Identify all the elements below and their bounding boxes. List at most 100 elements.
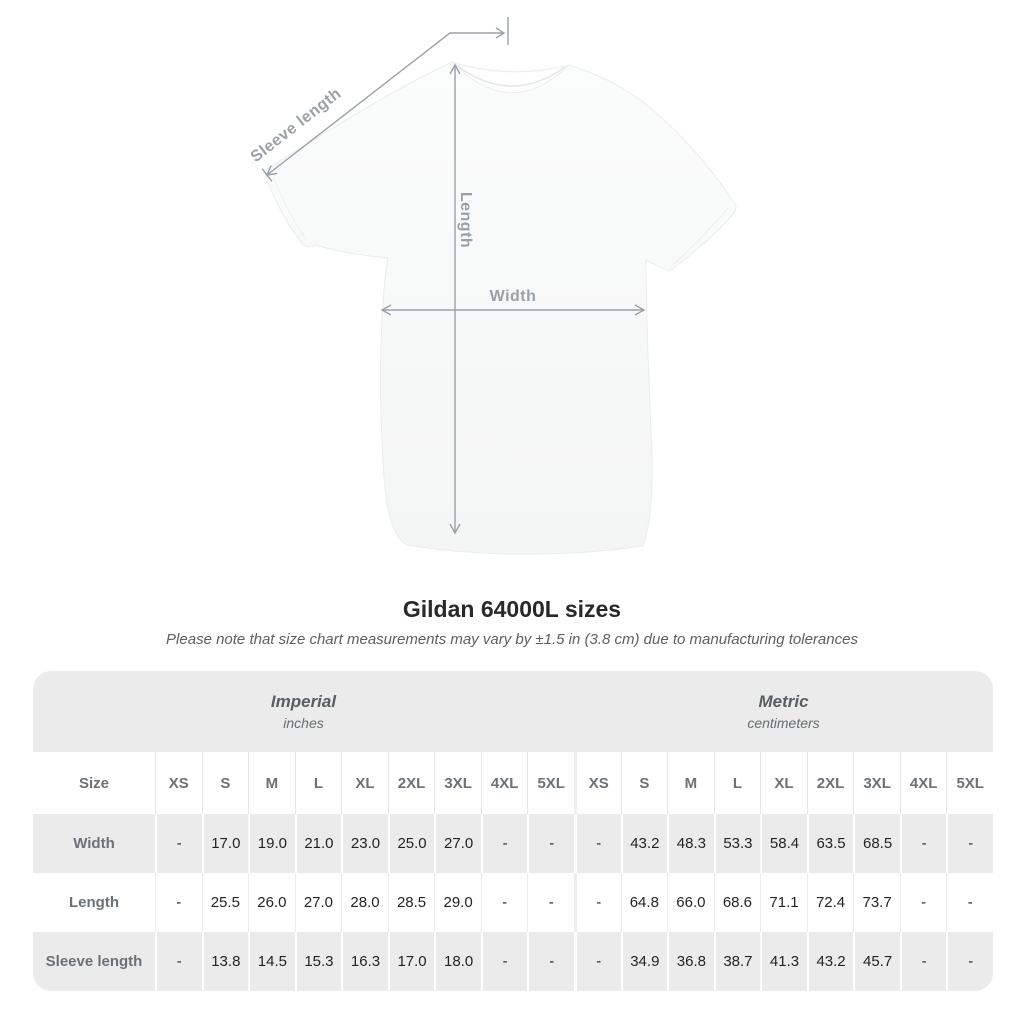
width-arrow-left-icon (380, 304, 392, 316)
measurement-value-cell: 18.0 (434, 932, 481, 991)
collar-detail (455, 64, 566, 87)
measurement-value-cell: 68.6 (713, 873, 761, 932)
measurement-value-cell: - (946, 873, 993, 932)
tshirt-image (264, 61, 737, 555)
measurement-value-cell: - (155, 814, 202, 873)
size-header-cell: L (713, 752, 761, 814)
units-band: Imperial inches Metric centimeters (33, 671, 993, 752)
measurement-value-cell: - (480, 873, 528, 932)
size-grid: Size XS S M L XL 2XL 3XL 4XL 5XL XS S M L XL 2XL 3XL 4XL 5… (33, 752, 993, 991)
measurement-value-cell: 14.5 (248, 932, 295, 991)
size-column-header: Size (78, 774, 109, 792)
measurement-value-cell: 68.5 (853, 814, 900, 873)
measurement-value-cell: 36.8 (667, 932, 714, 991)
imperial-label: Imperial (270, 692, 337, 711)
measurement-value-cell: 34.9 (620, 932, 668, 991)
size-header-cell: 3XL (853, 752, 900, 814)
size-header-cell: L (294, 752, 342, 814)
measurement-label: Width (73, 835, 115, 852)
measurement-value-cell: - (574, 873, 621, 932)
length-arrow-down-icon (449, 523, 461, 535)
measurement-value-cell: - (899, 873, 947, 932)
size-header-cell: S (201, 752, 249, 814)
measurement-value-cell: 19.0 (248, 814, 295, 873)
measurement-value-cell: 73.7 (853, 873, 900, 932)
measurement-value-cell: - (155, 873, 202, 932)
measurement-value-cell: - (527, 873, 574, 932)
sleeve-length-dimension-line (266, 32, 504, 176)
measurement-value-cell: 23.0 (341, 814, 388, 873)
collar-band-detail (451, 61, 570, 73)
measurement-value-cell: 53.3 (713, 814, 761, 873)
metric-label: Metric (758, 692, 809, 711)
length-label: Length (457, 192, 474, 248)
measurement-value-cell: 28.0 (341, 873, 388, 932)
measurement-value-cell: - (155, 932, 202, 991)
measurement-value-cell: 25.0 (387, 814, 435, 873)
right-cuff-seam (672, 207, 729, 266)
measurement-value-cell: - (946, 814, 993, 873)
measurement-value-cell: - (899, 814, 947, 873)
measurement-value-cell: 28.5 (387, 873, 435, 932)
size-header-cell: 2XL (806, 752, 854, 814)
measurement-value-cell: 38.7 (713, 932, 761, 991)
measurement-value-cell: 26.0 (248, 873, 295, 932)
table-row: Length -25.5 26.0 27.0 28.0 28.5 29.0- - -64.8 66… (33, 873, 993, 932)
measurement-value-cell: 58.4 (760, 814, 807, 873)
measurement-value-cell: 29.0 (434, 873, 481, 932)
measurement-value-cell: 43.2 (620, 814, 668, 873)
size-header-cell: 3XL (434, 752, 481, 814)
tolerance-note: Please note that size chart measurements… (166, 630, 858, 648)
measurement-value-cell: 16.3 (341, 932, 388, 991)
measurement-value-cell: 72.4 (806, 873, 854, 932)
size-header-cell: XL (760, 752, 807, 814)
measurement-value-cell: 71.1 (760, 873, 807, 932)
measurement-value-cell: 21.0 (294, 814, 342, 873)
sleeve-arrow-end-icon (261, 165, 278, 182)
length-arrow-up-icon (449, 63, 461, 75)
measurement-value-cell: - (527, 814, 574, 873)
measurement-label: Sleeve length (45, 953, 143, 970)
width-arrow-right-icon (634, 304, 646, 316)
size-header-cell: M (248, 752, 295, 814)
measurement-value-cell: 27.0 (294, 873, 342, 932)
measurement-value-cell: 66.0 (667, 873, 714, 932)
size-header-cell: XS (155, 752, 202, 814)
measurement-value-cell: 64.8 (620, 873, 668, 932)
measurement-value-cell: 25.5 (201, 873, 249, 932)
measurement-value-cell: 45.7 (853, 932, 900, 991)
size-header-cell: S (620, 752, 668, 814)
width-label: Width (490, 288, 537, 305)
title-block: Gildan 64000L sizes Please note that siz… (0, 596, 1024, 648)
table-row: Sleeve length -13.8 14.5 15.3 16.3 17.0 18.0- -… (33, 932, 993, 991)
size-header-cell: 4XL (480, 752, 528, 814)
measurement-value-cell: 43.2 (806, 932, 854, 991)
page-title: Gildan 64000L sizes (402, 596, 622, 622)
measurement-value-cell: - (946, 932, 993, 991)
metric-sublabel: centimeters (747, 715, 820, 731)
measurement-value-cell: 41.3 (760, 932, 807, 991)
measurement-value-cell: 17.0 (201, 814, 249, 873)
measurement-value-cell: 48.3 (667, 814, 714, 873)
measurement-value-cell: 15.3 (294, 932, 342, 991)
measurement-value-cell: - (574, 932, 621, 991)
measurement-label: Length (69, 894, 119, 911)
measurement-value-cell: 13.8 (201, 932, 249, 991)
measurement-value-cell: - (574, 814, 621, 873)
size-header-cell: XS (574, 752, 621, 814)
size-header-cell: 2XL (387, 752, 435, 814)
tshirt-measurement-diagram: Sleeve length Length Width (248, 17, 737, 555)
size-header-cell: XL (341, 752, 388, 814)
measurement-value-cell: 63.5 (806, 814, 854, 873)
left-cuff-seam (272, 176, 307, 240)
metric-unit-header: Metric centimeters (574, 671, 993, 752)
size-header-cell: 4XL (899, 752, 947, 814)
measurement-value-cell: 17.0 (387, 932, 435, 991)
measurement-value-cell: - (480, 814, 528, 873)
measurement-value-cell: - (527, 932, 574, 991)
measurement-value-cell: - (480, 932, 528, 991)
table-row: Width -17.0 19.0 21.0 23.0 25.0 27.0- - -43.2 48.… (33, 814, 993, 873)
size-header-cell: 5XL (946, 752, 993, 814)
size-header-row: Size XS S M L XL 2XL 3XL 4XL 5XL XS S M L XL 2XL 3XL 4XL 5… (33, 752, 993, 814)
